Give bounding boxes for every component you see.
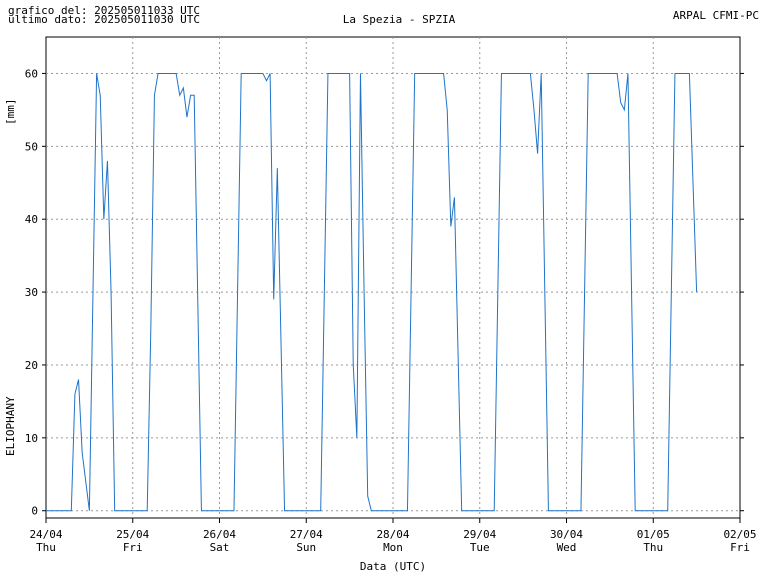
x-tick-label: 25/04 bbox=[116, 528, 149, 541]
x-tick-label: 30/04 bbox=[550, 528, 583, 541]
x-tick-weekday: Mon bbox=[383, 541, 403, 554]
x-tick-label: 29/04 bbox=[463, 528, 496, 541]
x-tick-weekday: Tue bbox=[470, 541, 490, 554]
x-tick-label: 01/05 bbox=[637, 528, 670, 541]
header-left: grafico del: 202505011033 UTC bbox=[8, 4, 200, 17]
x-tick-weekday: Fri bbox=[730, 541, 750, 554]
y-tick-label: 40 bbox=[25, 213, 38, 226]
x-tick-weekday: Fri bbox=[123, 541, 143, 554]
header-left: ultimo dato: 202505011030 UTC bbox=[8, 13, 200, 26]
x-tick-weekday: Wed bbox=[557, 541, 577, 554]
y-tick-label: 60 bbox=[25, 67, 38, 80]
x-tick-weekday: Thu bbox=[643, 541, 663, 554]
x-tick-label: 28/04 bbox=[376, 528, 409, 541]
chart-title: La Spezia - SPZIA bbox=[343, 13, 456, 26]
header-right: ARPAL CFMI-PC bbox=[673, 9, 759, 22]
y-unit: [mm] bbox=[4, 99, 17, 126]
data-line bbox=[46, 72, 698, 512]
x-tick-label: 26/04 bbox=[203, 528, 236, 541]
x-tick-weekday: Sat bbox=[210, 541, 230, 554]
y-tick-label: 0 bbox=[31, 505, 38, 518]
x-tick-label: 24/04 bbox=[29, 528, 62, 541]
x-tick-label: 27/04 bbox=[290, 528, 323, 541]
x-axis-title: Data (UTC) bbox=[360, 560, 426, 573]
y-axis-title: ELIOPHANY bbox=[4, 396, 17, 456]
y-tick-label: 30 bbox=[25, 286, 38, 299]
x-tick-label: 02/05 bbox=[723, 528, 756, 541]
x-tick-weekday: Thu bbox=[36, 541, 56, 554]
y-tick-label: 10 bbox=[25, 432, 38, 445]
y-tick-label: 20 bbox=[25, 359, 38, 372]
x-tick-weekday: Sun bbox=[296, 541, 316, 554]
y-tick-label: 50 bbox=[25, 140, 38, 153]
